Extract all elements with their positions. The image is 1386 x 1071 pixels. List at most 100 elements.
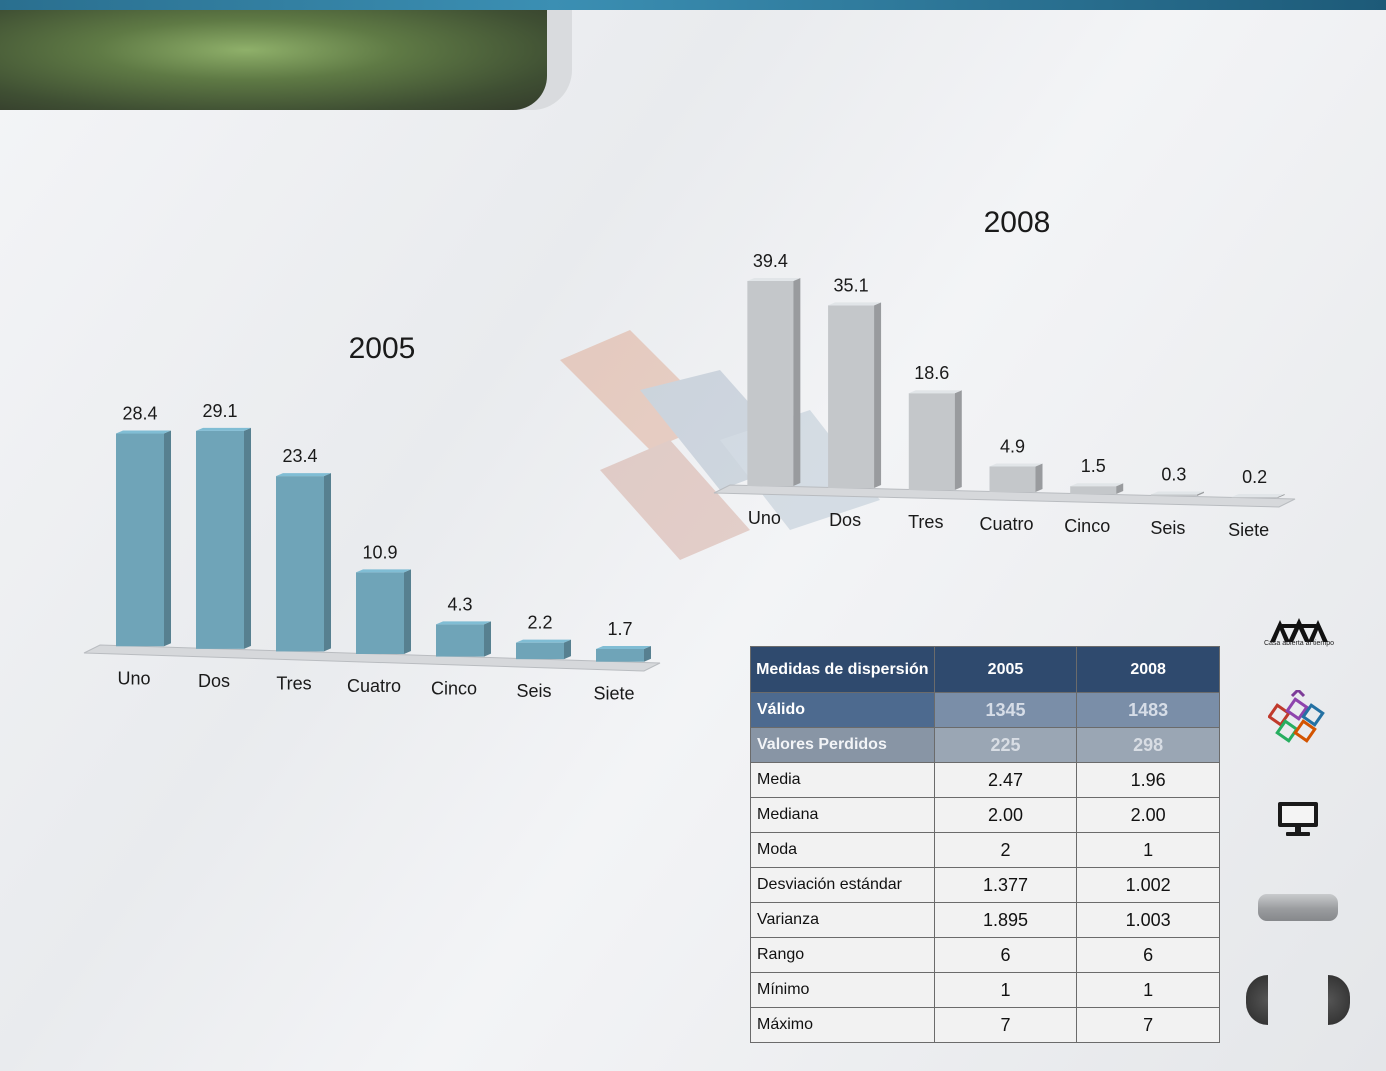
row-label: Media xyxy=(750,762,935,798)
value-label: 4.9 xyxy=(1000,437,1025,457)
bar-side xyxy=(874,302,882,488)
value-2008: 7 xyxy=(1076,1007,1220,1043)
value-2008: 1483 xyxy=(1076,692,1220,728)
bar-top xyxy=(1150,491,1204,495)
bar-front xyxy=(356,572,404,654)
chart-title: 2008 xyxy=(984,206,1051,239)
value-2008: 298 xyxy=(1076,727,1220,763)
bar-top xyxy=(1231,493,1285,497)
bar xyxy=(116,430,171,647)
bar-front xyxy=(1231,496,1278,498)
bar-top xyxy=(596,645,651,649)
row-label: Mínimo xyxy=(750,972,935,1008)
bar-side xyxy=(793,278,801,486)
bar-top xyxy=(196,427,251,431)
bar xyxy=(196,427,251,649)
value-label: 2.2 xyxy=(527,613,552,633)
bar xyxy=(989,463,1043,492)
bar-front xyxy=(516,642,564,660)
category-label: Siete xyxy=(1228,520,1269,540)
title-tab xyxy=(0,10,547,110)
bar-side xyxy=(244,427,251,649)
value-2005: 1.377 xyxy=(933,867,1078,903)
value-label: 1.7 xyxy=(607,619,632,639)
category-label: Dos xyxy=(829,510,861,530)
bar-front xyxy=(436,624,484,657)
bar xyxy=(1070,483,1124,494)
dispersion-table: Medidas de dispersión 2005 2008 Válido 13… xyxy=(750,646,1220,1043)
row-label: Varianza xyxy=(750,902,935,938)
table-row: Rango 6 6 xyxy=(750,937,1220,973)
bar-side xyxy=(1116,483,1124,494)
row-label: Desviación estándar xyxy=(750,867,935,903)
bar-side xyxy=(324,473,331,652)
value-label: 4.3 xyxy=(447,594,472,614)
bar-front xyxy=(196,430,244,649)
bar-side xyxy=(1196,491,1204,496)
bar xyxy=(828,302,882,488)
table-row: Válido 1345 1483 xyxy=(750,692,1220,728)
next-slide-button[interactable] xyxy=(1328,975,1350,1025)
chart-floor xyxy=(713,484,1296,508)
uam-logo-icon xyxy=(1270,618,1328,642)
category-label: Cinco xyxy=(431,679,477,699)
row-label: Rango xyxy=(750,937,935,973)
row-label: Máximo xyxy=(750,1007,935,1043)
bar-front xyxy=(1070,486,1117,494)
table-row: Valores Perdidos 225 298 xyxy=(750,727,1220,763)
category-label: Cuatro xyxy=(347,676,401,696)
value-label: 23.4 xyxy=(282,446,317,466)
value-label: 10.9 xyxy=(362,542,397,562)
bar-side xyxy=(644,645,651,662)
chart-2008: 2008 39.4 Uno 35.1 Dos 18.6 Tres 4.9 Cuatro 1.5 Ci… xyxy=(713,206,1296,540)
value-label: 39.4 xyxy=(753,251,788,271)
bar-side xyxy=(404,569,411,654)
table-row: Varianza 1.895 1.003 xyxy=(750,902,1220,938)
value-label: 0.2 xyxy=(1242,467,1267,487)
cubes-logo-icon xyxy=(1268,690,1325,743)
category-label: Uno xyxy=(117,668,150,688)
table-row: Media 2.47 1.96 xyxy=(750,762,1220,798)
bar xyxy=(1150,491,1204,496)
value-label: 35.1 xyxy=(834,275,869,295)
bar-front xyxy=(908,393,955,490)
bar-front xyxy=(828,305,875,488)
chart-floor xyxy=(83,644,661,672)
row-label: Valores Perdidos xyxy=(750,727,935,763)
table-row: Moda 2 1 xyxy=(750,832,1220,868)
value-label: 0.3 xyxy=(1161,464,1186,484)
monitor-icon[interactable] xyxy=(1276,800,1320,838)
menu-pill-button[interactable] xyxy=(1258,894,1338,921)
value-2008: 2.00 xyxy=(1076,797,1220,833)
chart-title: 2005 xyxy=(349,332,416,365)
value-2005: 7 xyxy=(933,1007,1078,1043)
value-2008: 1.003 xyxy=(1076,902,1220,938)
value-2008: 1.96 xyxy=(1076,762,1220,798)
bar-front xyxy=(276,476,324,652)
category-label: Cinco xyxy=(1064,516,1110,536)
value-2005: 2.47 xyxy=(933,762,1078,798)
value-label: 28.4 xyxy=(122,404,157,424)
value-2005: 1345 xyxy=(933,692,1078,728)
value-2008: 1.002 xyxy=(1076,867,1220,903)
row-label: Válido xyxy=(750,692,935,728)
value-2005: 1 xyxy=(933,972,1078,1008)
table-row: Desviación estándar 1.377 1.002 xyxy=(750,867,1220,903)
value-label: 1.5 xyxy=(1081,456,1106,476)
bar-top xyxy=(436,621,491,625)
category-label: Seis xyxy=(1150,518,1185,538)
bar xyxy=(436,621,491,657)
table-header-2005: 2005 xyxy=(933,646,1078,693)
value-label: 29.1 xyxy=(202,401,237,421)
value-2005: 2 xyxy=(933,832,1078,868)
value-2005: 225 xyxy=(933,727,1078,763)
category-label: Uno xyxy=(748,508,781,528)
bar-top xyxy=(908,390,962,394)
bar-front xyxy=(596,648,644,662)
category-label: Tres xyxy=(908,512,943,532)
previous-slide-button[interactable] xyxy=(1246,975,1268,1025)
bar xyxy=(908,390,962,490)
table-row: Mediana 2.00 2.00 xyxy=(750,797,1220,833)
value-2005: 2.00 xyxy=(933,797,1078,833)
bar xyxy=(747,278,801,486)
